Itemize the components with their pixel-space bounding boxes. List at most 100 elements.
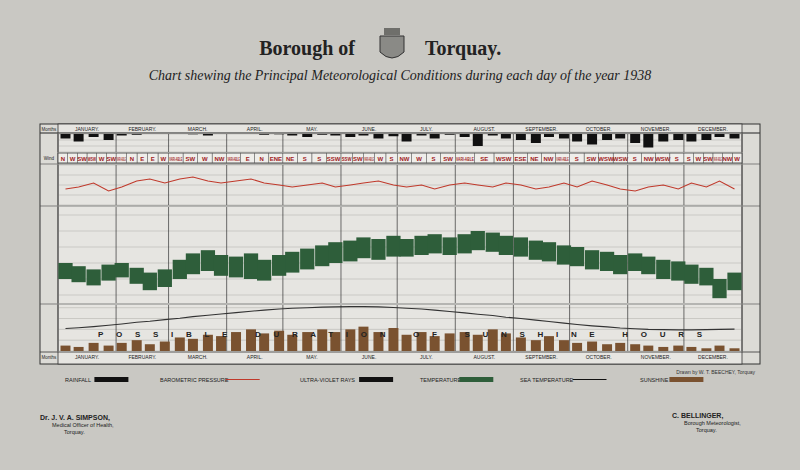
range-bar [542,242,556,261]
wind-cell [352,153,363,163]
panel-border [40,164,760,165]
wind-label: ENE [270,156,282,162]
legend-item: RAINFALL [65,377,128,383]
bar [460,134,470,137]
grid-line [58,207,59,303]
month-label: MARCH. [188,126,208,132]
bar [473,335,483,351]
range-bar [486,233,500,252]
bar [274,134,284,135]
month-label: DECEMBER. [698,126,728,132]
bar [488,134,498,136]
wind-label: W [99,156,105,162]
range-bar [71,266,85,282]
wind-cell [513,153,527,163]
bar [715,134,725,137]
month-label: OCTOBER. [586,354,612,360]
bar [658,134,668,142]
wind-cell [158,153,168,163]
grid-line [58,134,59,152]
bar [287,134,297,136]
bar [160,342,170,351]
grid-line [58,146,742,147]
bar [231,134,241,135]
wind-cell [628,153,642,163]
month-label: JANUARY. [75,354,99,360]
wind-label: SW [106,156,116,162]
wind-label: VARI-ABLE [556,157,569,162]
grid-line [513,134,514,152]
range-bar [386,236,400,257]
range-bar [428,234,442,253]
bar [145,134,155,135]
bar [317,134,327,135]
bar [417,134,427,136]
bar [488,329,498,351]
grid-line [58,295,742,296]
grid-line [58,152,742,153]
bar [175,134,185,135]
grid-line [58,340,742,341]
wind-cell [642,153,656,163]
grid-line [569,134,570,152]
grid-line [58,305,59,351]
month-label: NOVEMBER. [641,354,671,360]
bar [330,134,340,136]
range-bar [158,269,172,287]
bar [89,343,99,351]
legend-label: TEMPERATURE [420,377,461,383]
range-bar [613,255,627,274]
bar [516,337,526,351]
grid-line [742,165,743,205]
bar [104,346,114,351]
subtitle: Chart shewing the Principal Meteorologic… [149,68,652,83]
wind-label: WSW [496,156,512,162]
bar [117,343,127,351]
grid-line [116,134,117,152]
range-bar [58,263,72,279]
wind-label: WSW [613,156,629,162]
wind-label: SW [77,156,87,162]
bar [473,134,483,146]
background [0,0,800,470]
wind-label: WSW [598,156,614,162]
bar [89,134,99,137]
wind-label: E [151,156,155,162]
crest-shield [380,36,404,58]
bar [516,134,526,140]
wind-cell [297,153,312,163]
wind-cell [341,153,352,163]
panel-border [40,133,760,134]
range-bar [328,242,342,263]
wind-label: S [317,156,321,162]
month-label: MAY. [306,126,317,132]
wind-label: S [675,156,679,162]
signature: Torquay. [64,429,85,435]
wind-label: NW [214,156,224,162]
wind-label: W [734,156,740,162]
range-bar [699,268,713,286]
wind-cell [326,153,341,163]
wind-cell [363,153,374,163]
data [58,231,741,298]
wind-cell [684,153,694,163]
side-label: Months [42,127,58,132]
bar [160,134,170,135]
range-bar [529,241,543,260]
wind-label: W [696,156,702,162]
wind-cell [269,153,283,163]
grid-line [627,207,628,303]
title: Borough of [259,37,355,60]
grid-line [116,207,117,303]
wind-cell [426,153,441,163]
grid-line [397,134,398,152]
range-bar [585,250,599,269]
bar [730,134,740,139]
wind-label: VARI-ABLE [117,157,126,162]
legend-item: ULTRA-VIOLET RAYS [300,377,393,383]
wind-cell [148,153,158,163]
annotation: POSSIBLE DURATION OF SUNSHINE HOURS [98,330,703,339]
wind-label: E [140,156,144,162]
bar [587,134,597,145]
frame [40,124,760,364]
